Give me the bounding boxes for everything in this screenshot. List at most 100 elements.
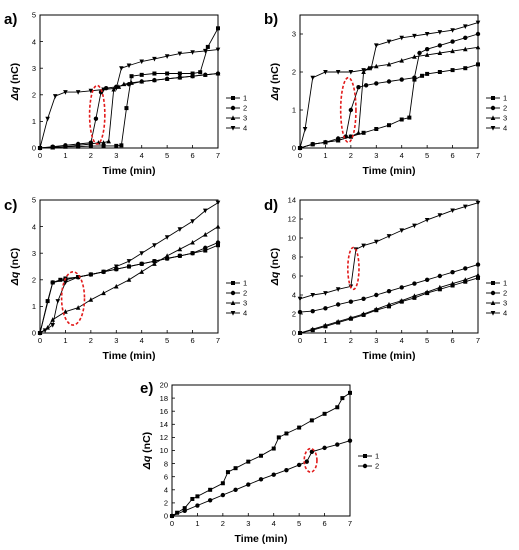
series-4-point — [399, 228, 405, 233]
x-tick-label: 1 — [195, 519, 199, 528]
series-1-point — [348, 390, 352, 395]
series-4-point — [63, 90, 68, 95]
series-2-point — [363, 83, 369, 88]
x-tick-label: 3 — [114, 151, 118, 160]
panel-label: b) — [264, 11, 278, 28]
panel-label: c) — [4, 197, 17, 214]
series-3-point — [177, 246, 183, 252]
x-axis-title: Time (min) — [363, 165, 416, 177]
series-2-point — [309, 449, 315, 455]
series-2-point — [424, 277, 430, 282]
series-2-point — [93, 116, 99, 121]
series-1-point — [58, 277, 63, 282]
x-tick-label: 4 — [400, 151, 404, 160]
series-2-point — [323, 306, 328, 311]
series-4-point — [361, 68, 366, 73]
series-3-point — [177, 74, 183, 80]
plot-frame — [299, 199, 479, 334]
series-4-point — [139, 251, 145, 256]
legend-marker — [230, 115, 236, 120]
series-3-point — [190, 73, 195, 79]
series-4-point — [475, 20, 481, 26]
series-4-point — [373, 239, 379, 245]
series-1-point — [225, 470, 230, 475]
y-tick-label: 6 — [292, 272, 296, 281]
series-1-point — [271, 446, 276, 451]
series-2-point — [348, 299, 354, 304]
series-4-point — [335, 70, 341, 75]
y-tick-label: 2 — [32, 91, 36, 100]
series-3-point — [88, 141, 94, 147]
series-4-point — [126, 259, 132, 264]
x-tick-label: 1 — [323, 151, 327, 160]
series-4-point — [139, 59, 145, 65]
series-2-point — [271, 472, 276, 477]
series-3-point — [106, 138, 111, 144]
x-axis-title: Time (min) — [103, 350, 156, 362]
legend-marker — [362, 463, 368, 469]
series-4-point — [323, 291, 328, 296]
series-4-point — [386, 234, 392, 239]
series-2-point — [463, 266, 468, 271]
series-4-point — [323, 70, 328, 75]
plot-frame — [299, 14, 479, 149]
y-axis-unit: (nC) — [269, 248, 281, 272]
highlight-ellipse — [60, 271, 86, 326]
legend-label: 1 — [243, 279, 247, 288]
series-2-point — [412, 281, 417, 286]
series-1-point — [387, 123, 391, 128]
series-3-point — [139, 78, 145, 84]
series-3-point — [113, 283, 119, 289]
y-tick-label: 2 — [292, 310, 296, 319]
series-1-point — [190, 71, 195, 76]
legend-marker — [230, 311, 236, 316]
x-tick-label: 3 — [374, 151, 378, 160]
series-3-point — [348, 315, 354, 320]
x-tick-label: 3 — [114, 336, 118, 345]
x-tick-label: 7 — [476, 336, 480, 345]
y-tick-label: 14 — [160, 420, 168, 429]
series-4-point — [190, 50, 195, 55]
x-axis-title: Time (min) — [363, 350, 416, 362]
series-4-point — [152, 243, 157, 248]
x-tick-label: 7 — [348, 519, 352, 528]
x-tick-label: 6 — [450, 151, 454, 160]
series-4-point — [113, 264, 119, 270]
series-2-point — [246, 482, 251, 487]
series-4-point — [177, 51, 183, 57]
series-1-point — [195, 494, 200, 499]
x-axis-title: Time (min) — [103, 165, 156, 177]
series-3-point — [75, 142, 81, 148]
series-1-point — [276, 435, 281, 440]
series-3-point — [323, 322, 328, 328]
legend-label: 3 — [503, 114, 507, 123]
series-3-point — [399, 58, 405, 63]
y-tick-label: 12 — [288, 215, 296, 224]
y-tick-label: 4 — [32, 222, 36, 231]
series-2-point — [356, 85, 361, 90]
legend-marker — [490, 126, 496, 131]
series-4-point — [42, 328, 48, 333]
y-tick-label: 2 — [292, 68, 296, 77]
legend-marker — [490, 115, 496, 120]
panel-label: e) — [140, 380, 153, 397]
legend-marker — [231, 96, 235, 100]
series-2-point — [190, 251, 195, 256]
series-1-point — [88, 144, 93, 149]
series-2-point — [297, 309, 303, 315]
series-1-point — [259, 453, 263, 458]
x-tick-label: 3 — [374, 336, 378, 345]
series-4-point — [52, 94, 58, 99]
legend-marker — [491, 96, 495, 100]
series-3-point — [202, 72, 208, 77]
series-3-point — [88, 297, 94, 302]
y-axis-symbol: Δq — [141, 455, 153, 470]
legend-label: 3 — [243, 299, 247, 308]
series-2-point — [374, 292, 379, 298]
highlight-ellipse — [88, 84, 106, 145]
series-4-point — [55, 299, 61, 304]
y-tick-label: 10 — [288, 234, 296, 243]
